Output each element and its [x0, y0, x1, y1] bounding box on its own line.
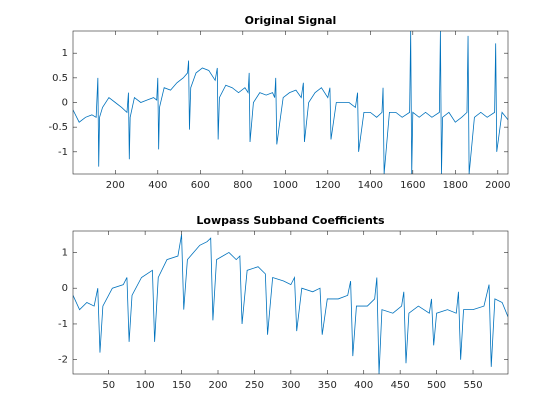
y-tick-label: 1	[62, 48, 68, 59]
x-tick-label: 800	[233, 180, 252, 191]
x-tick-label: 350	[318, 380, 337, 391]
x-tick-label: 2000	[485, 180, 510, 191]
x-tick-label: 550	[463, 380, 482, 391]
x-tick-label: 400	[354, 380, 373, 391]
plot-area	[73, 31, 508, 174]
x-tick-label: 50	[102, 380, 115, 391]
x-tick-label: 1800	[443, 180, 468, 191]
y-tick-label: 0	[62, 98, 68, 109]
y-tick-label: -1	[58, 147, 68, 158]
x-tick-label: 100	[136, 380, 155, 391]
y-tick-label: 0.5	[52, 73, 68, 84]
x-tick-label: 400	[148, 180, 167, 191]
x-tick-label: 600	[191, 180, 210, 191]
x-tick-label: 200	[106, 180, 125, 191]
x-tick-label: 250	[245, 380, 264, 391]
signal-line	[73, 234, 508, 374]
y-tick-label: -2	[58, 355, 68, 366]
y-tick-label: -1	[58, 319, 68, 330]
axes-box	[72, 230, 509, 375]
chart-title: Original Signal	[245, 14, 337, 27]
x-tick-label: 1400	[358, 180, 383, 191]
plot-area	[73, 231, 508, 374]
signal-line	[73, 31, 508, 174]
x-tick-label: 150	[172, 380, 191, 391]
x-tick-label: 1000	[273, 180, 298, 191]
x-tick-label: 300	[281, 380, 300, 391]
x-tick-label: 200	[208, 380, 227, 391]
y-tick-label: 1	[62, 247, 68, 258]
x-tick-label: 500	[427, 380, 446, 391]
x-tick-label: 1600	[400, 180, 425, 191]
x-tick-label: 450	[391, 380, 410, 391]
y-tick-label: 0	[62, 283, 68, 294]
y-tick-label: -0.5	[48, 122, 68, 133]
chart-title: Lowpass Subband Coefficients	[196, 214, 385, 227]
x-tick-label: 1200	[315, 180, 340, 191]
